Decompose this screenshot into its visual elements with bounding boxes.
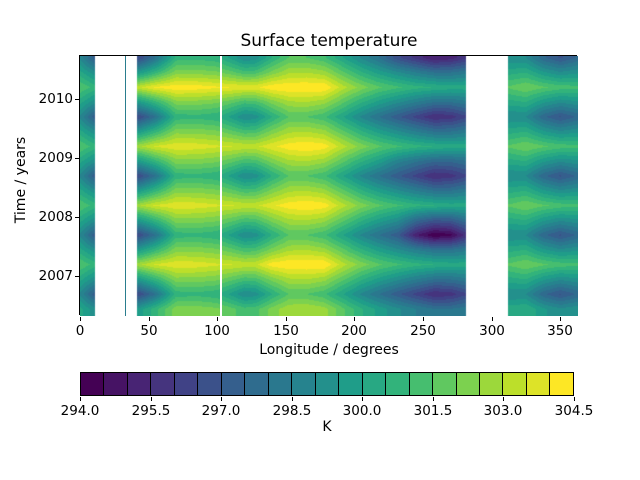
tick-mark xyxy=(362,397,363,401)
tick-mark xyxy=(80,397,81,401)
colorbar-segment xyxy=(267,373,292,395)
colorbar-segment xyxy=(150,373,174,395)
colorbar-segment xyxy=(314,373,339,395)
x-tick-label: 50 xyxy=(140,323,158,339)
y-tick-label: 2010 xyxy=(38,91,73,107)
colorbar-segment xyxy=(525,373,550,395)
y-axis-label: Time / years xyxy=(13,136,29,224)
x-tick-label: 100 xyxy=(204,323,230,339)
colorbar-segment xyxy=(81,373,104,395)
colorbar-tick-label: 297.0 xyxy=(201,403,241,419)
colorbar-segment xyxy=(291,373,315,395)
colorbar-segment xyxy=(432,373,456,395)
x-axis-label: Longitude / degrees xyxy=(259,342,399,358)
tick-mark xyxy=(574,397,575,401)
colorbar-segment xyxy=(103,373,127,395)
y-tick-label: 2009 xyxy=(38,150,73,166)
colorbar-tick-label: 300.0 xyxy=(342,403,382,419)
y-tick-label: 2008 xyxy=(38,209,73,225)
y-tick-label: 2007 xyxy=(38,268,73,284)
colorbar-segment xyxy=(197,373,221,395)
tick-mark xyxy=(151,397,152,401)
colorbar-tick-label: 301.5 xyxy=(413,403,453,419)
x-tick-label: 350 xyxy=(547,323,573,339)
colorbar-segment xyxy=(338,373,362,395)
tick-mark xyxy=(286,317,287,321)
x-tick-label: 250 xyxy=(410,323,436,339)
colorbar-segment xyxy=(385,373,409,395)
colorbar-tick-label: 294.0 xyxy=(60,403,100,419)
colorbar xyxy=(80,372,574,396)
tick-mark xyxy=(433,397,434,401)
colorbar-segment xyxy=(455,373,479,395)
tick-mark xyxy=(423,317,424,321)
tick-mark xyxy=(503,397,504,401)
tick-mark xyxy=(149,317,150,321)
tick-mark xyxy=(75,99,79,100)
colorbar-segment xyxy=(220,373,245,395)
tick-mark xyxy=(80,317,81,321)
colorbar-tick-label: 304.5 xyxy=(554,403,594,419)
colorbar-tick-label: 295.5 xyxy=(131,403,171,419)
plot-area xyxy=(79,55,578,316)
x-tick-label: 150 xyxy=(273,323,299,339)
x-tick-label: 200 xyxy=(341,323,367,339)
colorbar-segment xyxy=(549,373,573,395)
colorbar-segment xyxy=(408,373,433,395)
thin-missing-line xyxy=(220,56,223,316)
tick-mark xyxy=(560,317,561,321)
tick-mark xyxy=(354,317,355,321)
colorbar-segment xyxy=(478,373,503,395)
colorbar-tick-label: 303.0 xyxy=(483,403,523,419)
x-tick-label: 0 xyxy=(75,323,85,339)
tick-mark xyxy=(75,158,79,159)
colorbar-segment xyxy=(502,373,526,395)
colorbar-tick-label: 298.5 xyxy=(272,403,312,419)
colorbar-label: K xyxy=(322,419,332,435)
tick-mark xyxy=(75,217,79,218)
x-tick-label: 300 xyxy=(479,323,505,339)
tick-mark xyxy=(221,397,222,401)
tick-mark xyxy=(292,397,293,401)
thin-data-line xyxy=(124,56,126,316)
colorbar-segment xyxy=(126,373,151,395)
heatmap-canvas xyxy=(80,56,578,316)
tick-mark xyxy=(75,276,79,277)
chart-title: Surface temperature xyxy=(240,31,418,51)
colorbar-segment xyxy=(244,373,268,395)
colorbar-segment xyxy=(173,373,198,395)
tick-mark xyxy=(217,317,218,321)
colorbar-segment xyxy=(361,373,386,395)
tick-mark xyxy=(492,317,493,321)
